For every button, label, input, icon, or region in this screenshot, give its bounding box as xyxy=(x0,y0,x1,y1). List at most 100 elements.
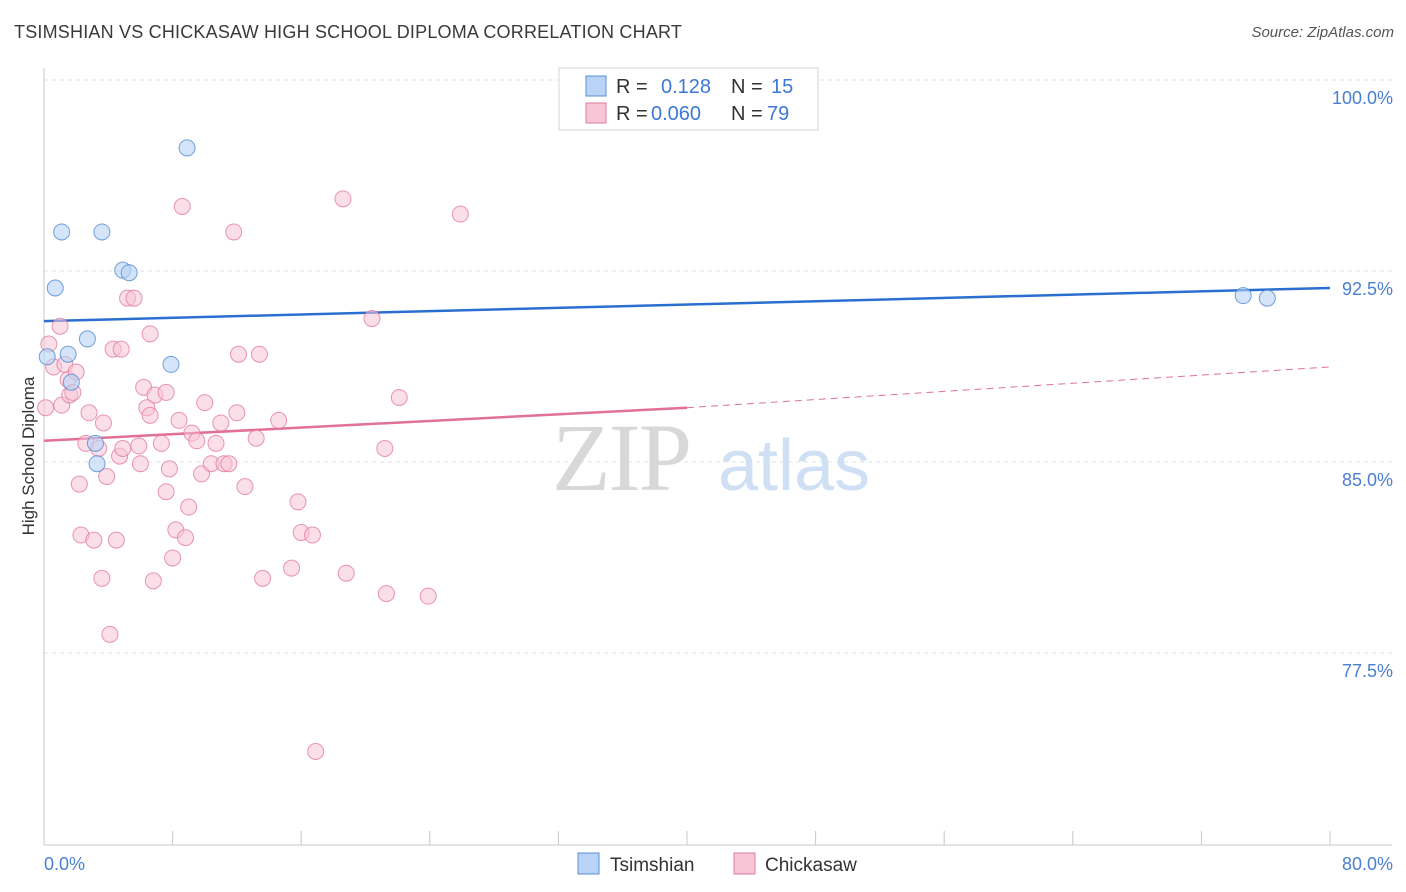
legend-n-value-chickasaw: 79 xyxy=(767,103,789,125)
chickasaw-point-42 xyxy=(173,198,191,216)
tsimshian-point-13 xyxy=(1234,287,1252,305)
chickasaw-point-31 xyxy=(141,406,159,424)
chickasaw-point-66 xyxy=(307,742,325,760)
chickasaw-point-70 xyxy=(376,439,394,457)
watermark-atlas: atlas xyxy=(718,426,870,506)
chickasaw-point-55 xyxy=(228,404,246,422)
legend-r-label-tsimshian: R = xyxy=(616,76,648,98)
chickasaw-point-53 xyxy=(220,455,238,473)
chickasaw-point-51 xyxy=(212,414,230,432)
chickasaw-point-26 xyxy=(125,289,143,307)
legend-n-label-chickasaw: N = xyxy=(731,103,763,125)
watermark: ZIP atlas xyxy=(552,404,870,511)
chickasaw-point-67 xyxy=(334,190,352,208)
trend-lines xyxy=(43,286,1331,443)
chickasaw-point-38 xyxy=(160,460,178,478)
bottom-legend-swatch-tsimshian xyxy=(577,852,600,875)
bottom-legend-label-chickasaw: Chickasaw xyxy=(765,855,857,876)
tsimshian-point-6 xyxy=(86,434,104,452)
y-tick-label-0: 100.0% xyxy=(1332,88,1393,108)
legend-box: R = 0.128 N = 15 R = 0.060 N = 79 xyxy=(558,67,819,131)
chickasaw-point-0 xyxy=(37,399,55,417)
chickasaw-point-58 xyxy=(247,429,265,447)
chickasaw-point-44 xyxy=(180,498,198,516)
legend-r-label-chickasaw: R = xyxy=(616,103,648,125)
chickasaw-point-54 xyxy=(225,223,243,241)
tsimshian-point-10 xyxy=(120,264,138,282)
chickasaw-point-17 xyxy=(94,414,112,432)
chickasaw-point-43 xyxy=(176,529,194,547)
source-credit: Source: ZipAtlas.com xyxy=(1251,24,1394,41)
chickasaw-point-3 xyxy=(51,317,69,335)
chart-title: TSIMSHIAN VS CHICKASAW HIGH SCHOOL DIPLO… xyxy=(14,22,683,42)
tsimshian-points xyxy=(38,139,1276,473)
chickasaw-point-35 xyxy=(152,434,170,452)
chickasaw-point-28 xyxy=(131,455,149,473)
chickasaw-point-68 xyxy=(337,564,355,582)
chickasaw-point-23 xyxy=(112,340,130,358)
x-tick-label-max: 80.0% xyxy=(1342,854,1393,874)
legend-r-value-chickasaw: 0.060 xyxy=(651,103,701,125)
chickasaw-point-19 xyxy=(101,625,119,643)
chickasaw-point-41 xyxy=(170,411,188,429)
chickasaw-point-32 xyxy=(141,325,159,343)
trend-line-chickasaw xyxy=(43,406,688,443)
gridlines xyxy=(44,79,1392,654)
axes xyxy=(43,68,1392,846)
chickasaw-point-71 xyxy=(377,585,395,603)
legend-n-label-tsimshian: N = xyxy=(731,76,763,98)
chickasaw-point-24 xyxy=(114,439,132,457)
chickasaw-point-57 xyxy=(236,478,254,496)
trend-line-tsimshian xyxy=(43,286,1331,323)
chickasaw-point-27 xyxy=(130,437,148,455)
y-tick-label-1: 92.5% xyxy=(1342,279,1393,299)
chickasaw-point-50 xyxy=(207,434,225,452)
legend-r-value-tsimshian: 0.128 xyxy=(661,76,711,98)
chickasaw-point-10 xyxy=(70,475,88,493)
bottom-legend: Tsimshian Chickasaw xyxy=(577,852,857,876)
tsimshian-point-1 xyxy=(46,279,64,297)
chickasaw-point-74 xyxy=(451,205,469,223)
x-tick-labels: 0.0% 80.0% xyxy=(44,854,1393,874)
tsimshian-point-11 xyxy=(162,355,180,373)
y-axis-label: High School Diploma xyxy=(19,376,38,535)
chickasaw-point-21 xyxy=(107,531,125,549)
legend-swatch-chickasaw xyxy=(585,102,607,124)
chickasaw-point-63 xyxy=(289,493,307,511)
trend-line-chickasaw-extension xyxy=(686,366,1331,409)
legend-swatch-tsimshian xyxy=(585,75,607,97)
chickasaw-point-14 xyxy=(85,531,103,549)
chickasaw-point-13 xyxy=(80,404,98,422)
y-tick-labels: 100.0% 92.5% 85.0% 77.5% xyxy=(1332,88,1393,681)
chickasaw-point-72 xyxy=(390,389,408,407)
chickasaw-point-59 xyxy=(250,345,268,363)
chickasaw-point-39 xyxy=(164,549,182,567)
chickasaw-point-37 xyxy=(157,483,175,501)
tsimshian-point-5 xyxy=(78,330,96,348)
tsimshian-point-4 xyxy=(62,373,80,391)
chickasaw-point-61 xyxy=(270,411,288,429)
bottom-legend-label-tsimshian: Tsimshian xyxy=(610,855,694,876)
chickasaw-point-62 xyxy=(283,559,301,577)
watermark-zip: ZIP xyxy=(552,404,690,511)
tsimshian-point-7 xyxy=(88,455,106,473)
chickasaw-point-46 xyxy=(188,432,206,450)
tsimshian-point-2 xyxy=(53,223,71,241)
chickasaw-point-48 xyxy=(196,394,214,412)
chickasaw-point-73 xyxy=(419,587,437,605)
chickasaw-points xyxy=(37,88,648,760)
tsimshian-point-14 xyxy=(1258,289,1276,307)
chickasaw-point-36 xyxy=(157,383,175,401)
chickasaw-point-65 xyxy=(303,526,321,544)
x-tick-label-min: 0.0% xyxy=(44,854,85,874)
chickasaw-point-16 xyxy=(93,569,111,587)
legend-n-value-tsimshian: 15 xyxy=(771,76,793,98)
tsimshian-point-8 xyxy=(93,223,111,241)
chickasaw-point-56 xyxy=(230,345,248,363)
tsimshian-point-3 xyxy=(59,345,77,363)
y-tick-label-2: 85.0% xyxy=(1342,470,1393,490)
chickasaw-point-18 xyxy=(98,467,116,485)
chickasaw-point-33 xyxy=(144,572,162,590)
chickasaw-point-60 xyxy=(254,569,272,587)
